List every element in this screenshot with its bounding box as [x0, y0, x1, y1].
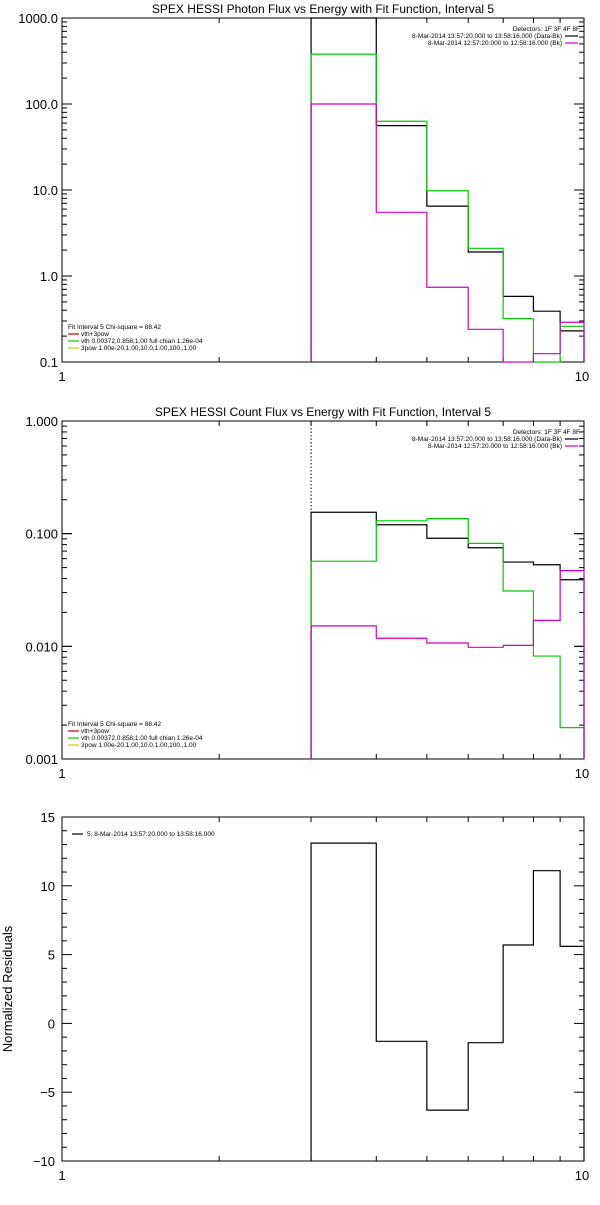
y-tick-label: −10 — [33, 1154, 55, 1169]
y-tick-label: 0 — [48, 1016, 55, 1031]
y-axis-label: Normalized Residuals — [0, 925, 15, 1052]
series-2-line — [310, 53, 585, 363]
panel-2 — [61, 420, 585, 760]
x-tick-label: 1 — [58, 766, 65, 781]
panel-1 — [61, 17, 585, 363]
y-tick-label: 15 — [41, 810, 55, 825]
plot-frame — [61, 17, 585, 363]
legend-entry: vth+3pow — [81, 331, 109, 338]
legend-entry: Fit Interval 5 Chi-square = 88.42 — [68, 324, 161, 331]
legend-entry: 8-Mar-2014 13:57:20.000 to 13:58:16.000 … — [412, 33, 562, 40]
y-tick-label: 5 — [48, 948, 55, 963]
plot-frame — [61, 816, 585, 1162]
legend-entry: vth 0.00372,0.858,1.00 full chian 1.26e-… — [81, 735, 203, 742]
y-tick-label: 0.001 — [25, 752, 58, 767]
legend-entry: vth+3pow — [81, 728, 109, 735]
x-tick-label: 10 — [575, 369, 589, 384]
y-tick-label: 0.1 — [40, 355, 58, 370]
series-1-line — [310, 511, 585, 759]
legend-entry: 3pow 1.00e-20,1.00,10.0,1.00,100.,1.00 — [81, 345, 197, 352]
y-tick-label: 1.000 — [25, 414, 58, 429]
chart-title: SPEX HESSI Photon Flux vs Energy with Fi… — [152, 2, 494, 16]
y-tick-label: 0.010 — [25, 639, 58, 654]
legend-entry: 3pow 1.00e-20,1.00,10.0,1.00,100.,1.00 — [81, 742, 197, 749]
series-1-line — [310, 842, 585, 1161]
y-tick-label: 0.100 — [25, 527, 58, 542]
detectors-label: Detectors: 1F 3F 4F 8F — [513, 26, 580, 33]
y-tick-label: 100.0 — [25, 97, 58, 112]
legend-entry: 8-Mar-2014 13:57:20.000 to 13:58:16.000 … — [412, 436, 562, 443]
series-3-line — [310, 103, 585, 363]
plot-frame — [61, 420, 585, 760]
legend-entry: 8-Mar-2014 12:57:20.000 to 12:58:16.000 … — [428, 443, 562, 450]
series-3-line — [310, 570, 585, 759]
x-tick-label: 10 — [575, 1168, 589, 1183]
x-tick-label: 10 — [575, 766, 589, 781]
x-tick-label: 1 — [58, 1168, 65, 1183]
series-2-line — [310, 518, 585, 759]
y-tick-label: 1.0 — [40, 269, 58, 284]
legend-entry: Fit Interval 5 Chi-square = 88.42 — [68, 721, 161, 728]
y-tick-label: −5 — [40, 1085, 55, 1100]
panel-3 — [61, 816, 585, 1162]
legend-entry: vth 0.00372,0.858,1.00 full chian 1.26e-… — [81, 338, 203, 345]
legend-entry: 8-Mar-2014 12:57:20.000 to 12:58:16.000 … — [428, 40, 562, 47]
y-tick-label: 1000.0 — [18, 11, 58, 26]
chart-title: SPEX HESSI Count Flux vs Energy with Fit… — [155, 405, 491, 419]
y-tick-label: 10.0 — [33, 183, 58, 198]
series-1-line — [310, 17, 585, 362]
detectors-label: Detectors: 1F 3F 4F 8F — [513, 429, 580, 436]
x-tick-label: 1 — [58, 369, 65, 384]
y-tick-label: 10 — [41, 879, 55, 894]
legend-entry: 5, 8-Mar-2014 13:57:20.000 to 13:58:16.0… — [87, 831, 215, 838]
